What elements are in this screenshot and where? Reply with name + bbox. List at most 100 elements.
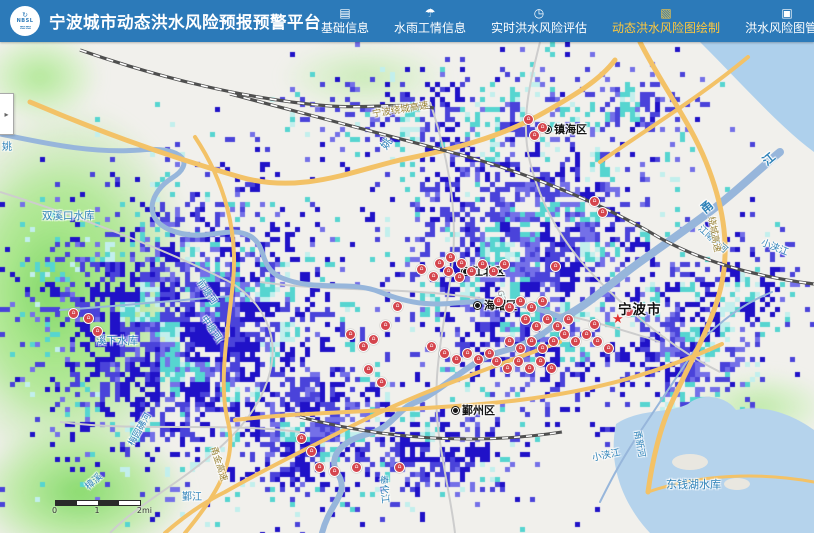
flood-warning-marker[interactable]: ⌂ [535, 356, 546, 367]
sidebar-expand-button[interactable]: ▸ [0, 93, 14, 135]
flood-warning-marker[interactable]: ⌂ [529, 130, 540, 141]
flood-warning-marker[interactable]: ⌂ [426, 341, 437, 352]
flood-warning-marker[interactable]: ⌂ [363, 364, 374, 375]
flood-warning-marker[interactable]: ⌂ [473, 354, 484, 365]
flood-warning-marker[interactable]: ⌂ [92, 326, 103, 337]
flood-warning-marker[interactable]: ⌂ [329, 466, 340, 477]
flood-warning-marker[interactable]: ⌂ [394, 462, 405, 473]
flood-warning-marker[interactable]: ⌂ [623, 306, 634, 317]
nav-item-dynamic-risk-map-draw[interactable]: ▧ 动态洪水风险图绘制 [612, 6, 721, 36]
flood-warning-marker[interactable]: ⌂ [542, 314, 553, 325]
nav-item-label: 实时洪水风险评估 [491, 21, 588, 35]
nav-item-label: 基础信息 [321, 21, 370, 35]
flood-warning-marker[interactable]: ⌂ [466, 266, 477, 277]
flood-warning-marker[interactable]: ⌂ [392, 301, 403, 312]
flood-warning-marker[interactable]: ⌂ [581, 329, 592, 340]
flood-warning-marker[interactable]: ⌂ [451, 354, 462, 365]
flood-warning-marker[interactable]: ⌂ [477, 259, 488, 270]
flood-warning-marker[interactable]: ⌂ [428, 271, 439, 282]
nav-item-label: 动态洪水风险图绘制 [612, 21, 721, 35]
flood-warning-marker[interactable]: ⌂ [524, 363, 535, 374]
flood-warning-marker[interactable]: ⌂ [484, 348, 495, 359]
flood-warning-marker[interactable]: ⌂ [504, 302, 515, 313]
nav-item-label: 洪水风险图管理 [745, 21, 814, 35]
flood-warning-marker[interactable]: ⌂ [434, 258, 445, 269]
flood-warning-marker[interactable]: ⌂ [531, 321, 542, 332]
flood-warning-marker[interactable]: ⌂ [550, 261, 561, 272]
flood-warning-marker[interactable]: ⌂ [526, 336, 537, 347]
flood-warning-marker[interactable]: ⌂ [314, 462, 325, 473]
city-label-ningbo: 宁波市 [618, 302, 662, 318]
top-menu: ▤基础信息☂水雨工情信息◷实时洪水风险评估▧动态洪水风险图绘制▣洪水风险图管理⚙… [321, 6, 814, 36]
nav-item-risk-map-manage[interactable]: ▣洪水风险图管理 [745, 6, 814, 36]
flood-warning-marker[interactable]: ⌂ [368, 334, 379, 345]
water-label: 鄞江 [182, 492, 202, 503]
flood-warning-marker[interactable]: ⌂ [589, 196, 600, 207]
flood-warning-marker[interactable]: ⌂ [537, 122, 548, 133]
platform-logo-icon: ↻ NBSL ≈≈ [10, 6, 40, 36]
folder-icon: ▣ [781, 6, 793, 20]
flood-warning-marker[interactable]: ⌂ [345, 329, 356, 340]
risk-map-icon: ▧ [660, 6, 672, 20]
flood-warning-marker[interactable]: ⌂ [306, 446, 317, 457]
water-label: 溪下水库 [96, 335, 138, 347]
flood-warning-marker[interactable]: ⌂ [559, 329, 570, 340]
scale-bar-labels: 0 1 2mi [52, 506, 152, 515]
water-label: 双溪口水库 [42, 210, 95, 222]
flood-warning-marker[interactable]: ⌂ [504, 336, 515, 347]
flood-warning-marker[interactable]: ⌂ [515, 343, 526, 354]
flood-warning-marker[interactable]: ⌂ [548, 336, 559, 347]
flood-warning-marker[interactable]: ⌂ [563, 314, 574, 325]
logo-wave-glyph: ≈≈ [19, 22, 31, 32]
flood-warning-marker[interactable]: ⌂ [552, 321, 563, 332]
flood-warning-marker[interactable]: ⌂ [520, 314, 531, 325]
flood-warning-marker[interactable]: ⌂ [488, 266, 499, 277]
nav-item-realtime-risk-assess[interactable]: ◷ 实时洪水风险评估 [491, 7, 588, 36]
flood-warning-marker[interactable]: ⌂ [439, 348, 450, 359]
flood-warning-marker[interactable]: ⌂ [499, 259, 510, 270]
flood-warning-marker[interactable]: ⌂ [570, 336, 581, 347]
flood-warning-marker[interactable]: ⌂ [546, 363, 557, 374]
water-label: 东钱湖水库 [666, 478, 721, 491]
logo-recycle-glyph: ↻ [22, 10, 28, 19]
flood-warning-marker[interactable]: ⌂ [493, 296, 504, 307]
flood-warning-marker[interactable]: ⌂ [515, 296, 526, 307]
dongqian-lake [613, 396, 814, 533]
flood-warning-marker[interactable]: ⌂ [523, 114, 534, 125]
nav-item-basic-info[interactable]: ▤ 基础信息 [321, 6, 370, 36]
flood-warning-marker[interactable]: ⌂ [443, 266, 454, 277]
flood-warning-marker[interactable]: ⌂ [296, 433, 307, 444]
flood-warning-marker[interactable]: ⌂ [376, 377, 387, 388]
flood-warning-marker[interactable]: ⌂ [358, 341, 369, 352]
district-dot-icon [452, 406, 459, 414]
flood-warning-marker[interactable]: ⌂ [68, 308, 79, 319]
flood-warning-marker[interactable]: ⌂ [380, 320, 391, 331]
flood-warning-marker[interactable]: ⌂ [445, 252, 456, 263]
flood-warning-marker[interactable]: ⌂ [589, 319, 600, 330]
flood-warning-marker[interactable]: ⌂ [83, 313, 94, 324]
flood-warning-marker[interactable]: ⌂ [456, 258, 467, 269]
lake-island [672, 454, 708, 470]
flood-warning-marker[interactable]: ⌂ [597, 207, 608, 218]
flood-warning-marker[interactable]: ⌂ [462, 348, 473, 359]
flood-warning-marker[interactable]: ⌂ [416, 264, 427, 275]
flood-warning-marker[interactable]: ⌂ [603, 343, 614, 354]
sea-area [700, 42, 814, 152]
flood-warning-marker[interactable]: ⌂ [454, 272, 465, 283]
nav-item-water-rain-info[interactable]: ☂ 水雨工情信息 [394, 7, 466, 36]
logo-text: NBSL [16, 17, 34, 24]
top-navigation-bar: ↻ NBSL ≈≈ 宁波城市动态洪水风险预报预警平台 ▤ 基础信息 ☂ 水雨工情信息 ◷… [0, 0, 814, 42]
flood-warning-marker[interactable]: ⌂ [537, 296, 548, 307]
database-icon: ▤ [339, 6, 351, 20]
flood-warning-marker[interactable]: ⌂ [592, 336, 603, 347]
flood-warning-marker[interactable]: ⌂ [502, 363, 513, 374]
flood-warning-marker[interactable]: ⌂ [537, 343, 548, 354]
flood-warning-marker[interactable]: ⌂ [351, 462, 362, 473]
flood-risk-map[interactable]: 双溪口水库 溪下水库姚姚江甬前塘河 中塘河(江南大河 小浃江 小浃江 甬新河 奉化江 樟溪 梅园… [0, 42, 814, 533]
district-label: 鄞州区 [452, 402, 495, 418]
map-scale-bar: 0 1 2mi [52, 500, 152, 515]
city-star-icon: ★ [612, 312, 624, 327]
flood-warning-marker[interactable]: ⌂ [491, 356, 502, 367]
flood-warning-marker[interactable]: ⌂ [513, 356, 524, 367]
flood-warning-marker[interactable]: ⌂ [526, 302, 537, 313]
